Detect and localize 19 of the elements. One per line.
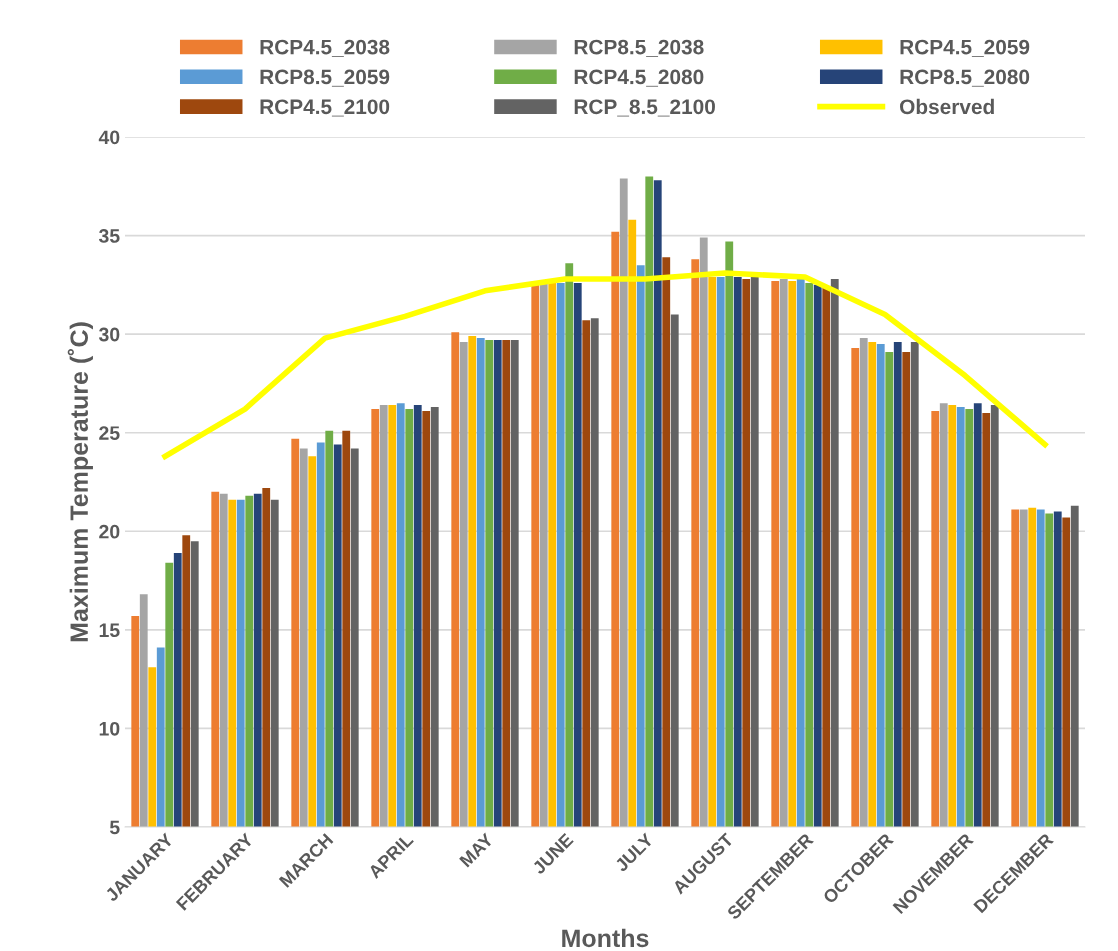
y-tick-label: 10 bbox=[99, 721, 120, 736]
legend-label: Observed bbox=[900, 98, 994, 115]
y-tick-label: 5 bbox=[109, 820, 120, 835]
x-axis-title: Months bbox=[562, 928, 649, 948]
legend-label: RCP_8.5_2100 bbox=[574, 99, 715, 117]
legend-label: RCP4.5_2100 bbox=[260, 99, 390, 117]
legend-label: RCP8.5_2080 bbox=[900, 69, 1030, 87]
y-tick-label: 25 bbox=[99, 426, 120, 440]
legend-label: RCP4.5_2059 bbox=[900, 39, 1030, 57]
legend-label: RCP4.5_2038 bbox=[260, 39, 390, 57]
legend-label: RCP8.5_2038 bbox=[574, 39, 704, 57]
y-tick-label: 15 bbox=[99, 623, 120, 638]
y-tick-label: 40 bbox=[98, 130, 120, 145]
legend-label: RCP8.5_2059 bbox=[260, 69, 390, 87]
y-tick-label: 35 bbox=[98, 229, 120, 243]
legend-label: RCP4.5_2080 bbox=[574, 69, 704, 87]
y-axis-title: Maximum Temperature (˚C) bbox=[67, 322, 93, 642]
y-tick-label: 30 bbox=[98, 327, 120, 342]
y-tick-label: 20 bbox=[99, 524, 120, 539]
